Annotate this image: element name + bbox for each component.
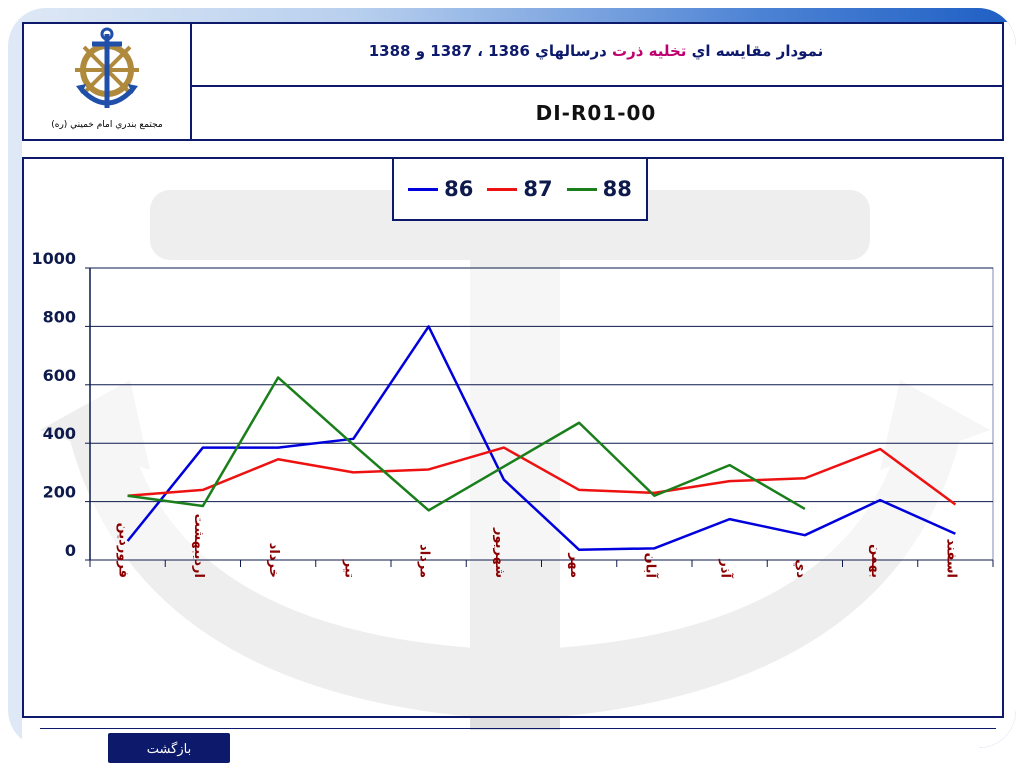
x-tick-label: اسفند [943, 539, 958, 578]
title-cell: نمودار مقايسه اي تخليه ذرت درسالهاي 1386… [190, 24, 1002, 87]
page-title: نمودار مقايسه اي تخليه ذرت درسالهاي 1386… [190, 42, 1002, 60]
x-tick-label: تير [341, 559, 356, 578]
legend-swatch [408, 187, 439, 191]
logo-cell: مجتمع بندري امام خميني (ره) [24, 24, 192, 139]
y-tick-label: 800 [43, 307, 76, 326]
x-tick-label: مهر [567, 552, 582, 578]
x-tick-label: آذر [718, 558, 735, 578]
legend-label: 88 [602, 177, 632, 201]
y-tick-label: 1000 [31, 249, 76, 268]
x-tick-label: دي [793, 559, 808, 578]
x-tick-label: شهريور [492, 527, 507, 578]
series-line-88 [127, 376, 806, 512]
x-tick-label: خرداد [266, 543, 281, 578]
legend-item: 86 [408, 177, 473, 201]
title-part: درسالهاي 1386 ، 1387 و 1388 [368, 42, 612, 60]
logo-caption: مجتمع بندري امام خميني (ره) [51, 120, 163, 130]
y-tick-label: 200 [43, 483, 76, 502]
title-part: تخليه ذرت [612, 42, 687, 60]
chart-legend: 86 87 88 [392, 157, 648, 221]
title-part: نمودار مقايسه اي [686, 42, 824, 60]
legend-swatch [566, 187, 597, 191]
legend-swatch [487, 187, 518, 191]
x-tick-label: بهمن [868, 544, 883, 578]
x-tick-label: مرداد [417, 544, 432, 578]
legend-item: 88 [566, 177, 632, 201]
slide-header: مجتمع بندري امام خميني (ره) نمودار مقايس… [22, 22, 1004, 141]
y-tick-label: 0 [65, 541, 76, 560]
y-tick-label: 400 [43, 424, 76, 443]
x-tick-label: ارديبهشت [191, 514, 206, 578]
anchor-logo-icon [75, 27, 139, 108]
document-code: DI-R01-00 [535, 101, 657, 125]
series-line-87 [127, 446, 957, 506]
x-tick-label: فروردين [116, 523, 131, 578]
back-button[interactable]: بازگشت [108, 733, 230, 763]
legend-label: 86 [444, 177, 474, 201]
series-line-86 [126, 325, 956, 552]
legend-label: 87 [523, 177, 553, 201]
legend-item: 87 [487, 177, 553, 201]
footer-divider [40, 728, 996, 729]
x-tick-label: آبان [642, 553, 659, 579]
code-cell: DI-R01-00 [190, 85, 1002, 139]
y-tick-label: 600 [43, 366, 76, 385]
plot-area [89, 267, 994, 561]
